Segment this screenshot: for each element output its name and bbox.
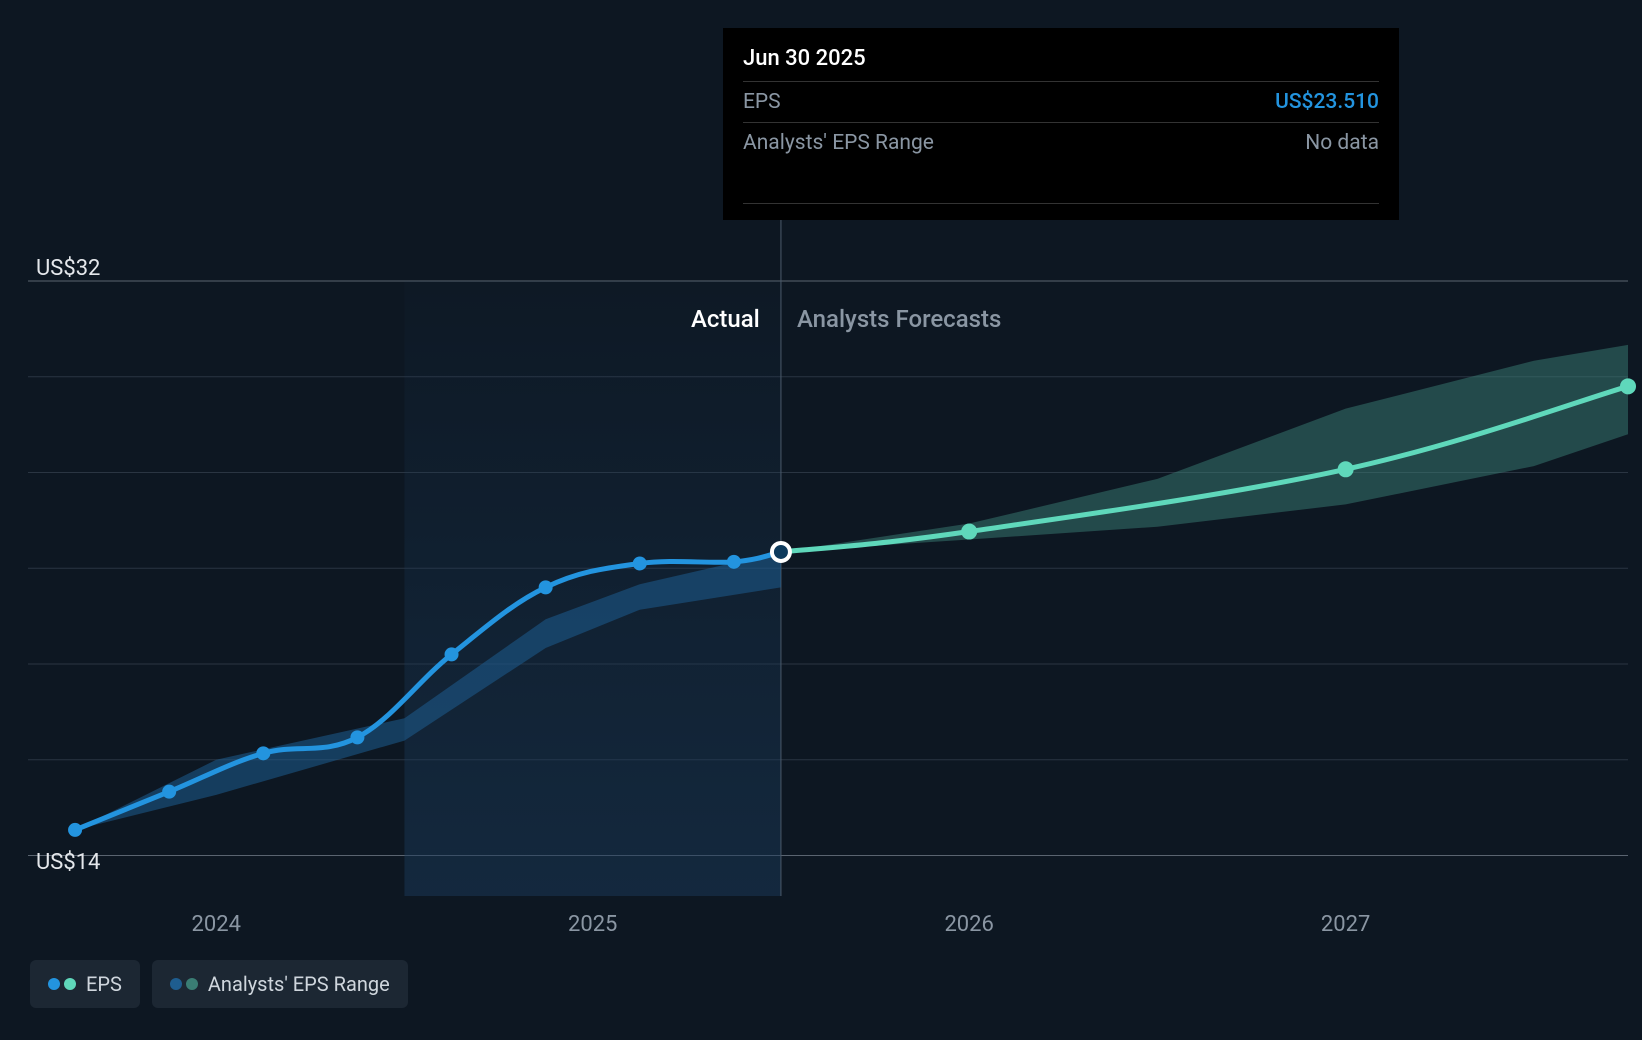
- legend-dot-icon: [186, 978, 198, 990]
- x-axis-label: 2026: [929, 912, 1009, 937]
- tooltip-value: US$23.510: [1275, 90, 1379, 114]
- x-axis-label: 2025: [553, 912, 633, 937]
- legend-label: EPS: [86, 972, 122, 996]
- tooltip-label: EPS: [743, 90, 781, 114]
- chart-legend: EPS Analysts' EPS Range: [30, 960, 408, 1008]
- chart-container: Jun 30 2025 EPS US$23.510 Analysts' EPS …: [0, 0, 1642, 1040]
- legend-item[interactable]: EPS: [30, 960, 140, 1008]
- legend-item[interactable]: Analysts' EPS Range: [152, 960, 408, 1008]
- y-axis-label: US$14: [36, 850, 100, 875]
- tooltip-row: Analysts' EPS Range No data: [743, 122, 1379, 163]
- legend-dot-icon: [170, 978, 182, 990]
- legend-label: Analysts' EPS Range: [208, 972, 390, 996]
- y-axis-label: US$32: [36, 256, 100, 281]
- legend-dot-icon: [64, 978, 76, 990]
- chart-tooltip: Jun 30 2025 EPS US$23.510 Analysts' EPS …: [723, 28, 1399, 220]
- forecast-label: Analysts Forecasts: [797, 305, 1001, 333]
- tooltip-value: No data: [1305, 131, 1379, 155]
- tooltip-row: EPS US$23.510: [743, 81, 1379, 122]
- tooltip-date: Jun 30 2025: [743, 46, 1379, 71]
- x-axis-label: 2024: [176, 912, 256, 937]
- legend-dot-icon: [48, 978, 60, 990]
- actual-label: Actual: [691, 305, 760, 333]
- x-axis-label: 2027: [1306, 912, 1386, 937]
- tooltip-label: Analysts' EPS Range: [743, 131, 934, 155]
